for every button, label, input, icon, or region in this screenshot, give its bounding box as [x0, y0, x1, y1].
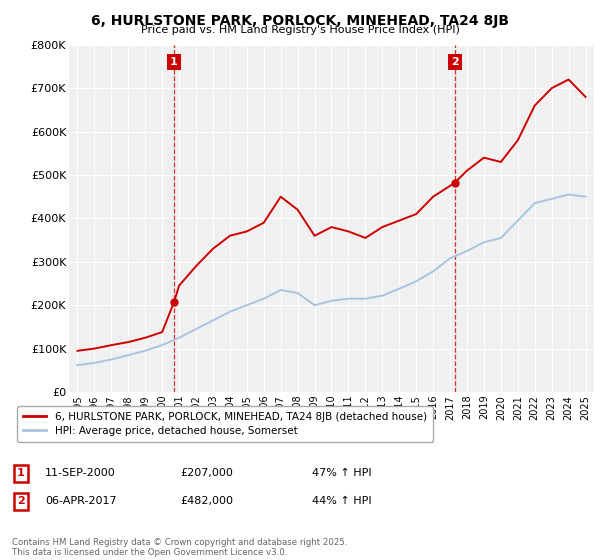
Text: £482,000: £482,000	[180, 496, 233, 506]
Text: Contains HM Land Registry data © Crown copyright and database right 2025.
This d: Contains HM Land Registry data © Crown c…	[12, 538, 347, 557]
Text: 2: 2	[451, 57, 458, 67]
Text: 06-APR-2017: 06-APR-2017	[45, 496, 116, 506]
Text: £207,000: £207,000	[180, 468, 233, 478]
Text: 1: 1	[17, 468, 25, 478]
Legend: 6, HURLSTONE PARK, PORLOCK, MINEHEAD, TA24 8JB (detached house), HPI: Average pr: 6, HURLSTONE PARK, PORLOCK, MINEHEAD, TA…	[17, 405, 433, 442]
Text: 47% ↑ HPI: 47% ↑ HPI	[312, 468, 371, 478]
Text: 2: 2	[17, 496, 25, 506]
Text: 6, HURLSTONE PARK, PORLOCK, MINEHEAD, TA24 8JB: 6, HURLSTONE PARK, PORLOCK, MINEHEAD, TA…	[91, 14, 509, 28]
Text: Price paid vs. HM Land Registry's House Price Index (HPI): Price paid vs. HM Land Registry's House …	[140, 25, 460, 35]
Text: 1: 1	[170, 57, 178, 67]
Text: 44% ↑ HPI: 44% ↑ HPI	[312, 496, 371, 506]
Text: 11-SEP-2000: 11-SEP-2000	[45, 468, 116, 478]
